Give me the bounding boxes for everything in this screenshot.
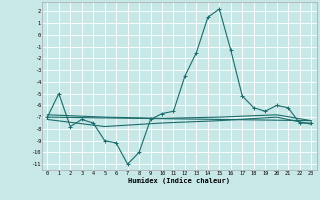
X-axis label: Humidex (Indice chaleur): Humidex (Indice chaleur) (128, 177, 230, 184)
